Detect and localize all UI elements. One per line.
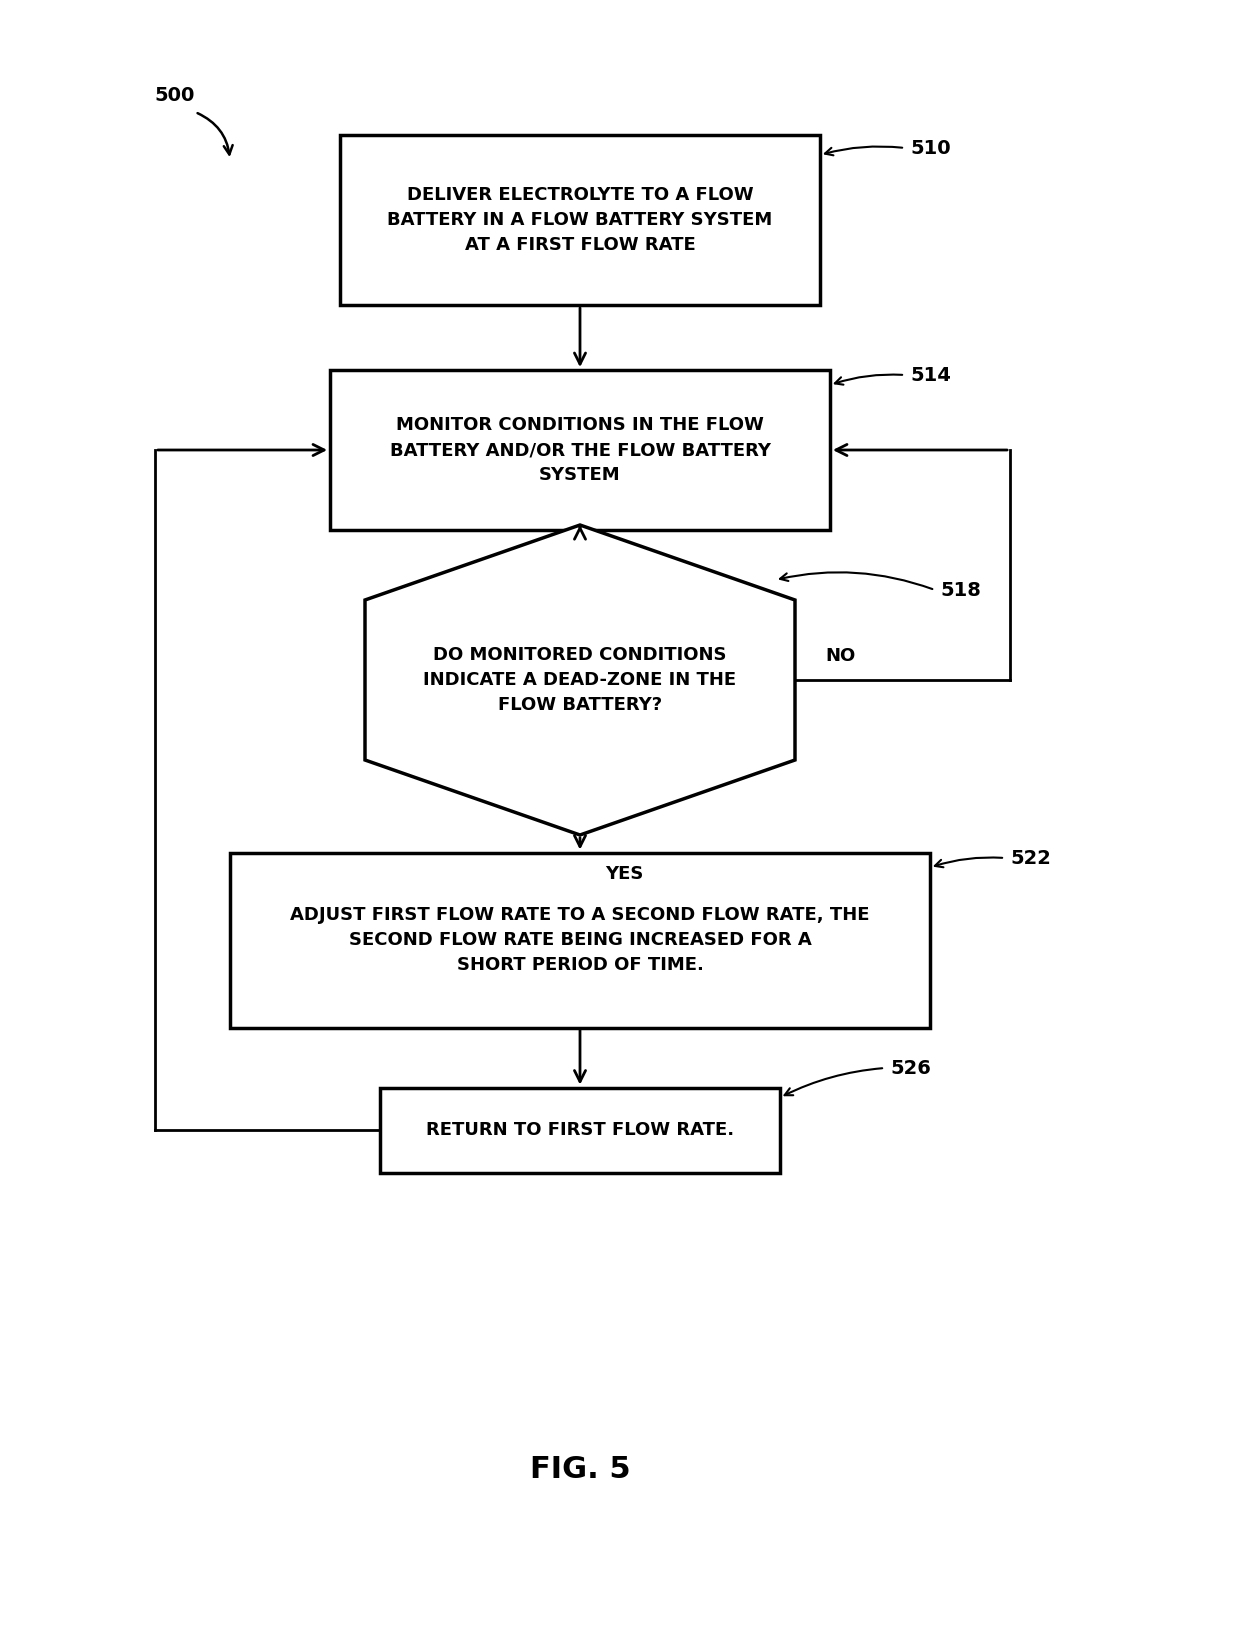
Text: YES: YES: [605, 866, 644, 883]
Text: 522: 522: [1011, 849, 1050, 867]
Text: MONITOR CONDITIONS IN THE FLOW
BATTERY AND/OR THE FLOW BATTERY
SYSTEM: MONITOR CONDITIONS IN THE FLOW BATTERY A…: [389, 417, 770, 483]
Bar: [330, 369, 830, 530]
Bar: [340, 135, 820, 304]
Text: ADJUST FIRST FLOW RATE TO A SECOND FLOW RATE, THE
SECOND FLOW RATE BEING INCREAS: ADJUST FIRST FLOW RATE TO A SECOND FLOW …: [290, 906, 869, 975]
Text: 514: 514: [910, 366, 951, 384]
Text: DELIVER ELECTROLYTE TO A FLOW
BATTERY IN A FLOW BATTERY SYSTEM
AT A FIRST FLOW R: DELIVER ELECTROLYTE TO A FLOW BATTERY IN…: [387, 185, 773, 254]
Text: 500: 500: [155, 86, 195, 104]
Text: FIG. 5: FIG. 5: [529, 1456, 630, 1484]
Text: 518: 518: [940, 581, 981, 599]
Text: 526: 526: [890, 1059, 931, 1077]
Text: NO: NO: [825, 648, 856, 665]
Bar: [229, 853, 930, 1028]
Polygon shape: [365, 526, 795, 835]
Bar: [379, 1087, 780, 1173]
Text: DO MONITORED CONDITIONS
INDICATE A DEAD-ZONE IN THE
FLOW BATTERY?: DO MONITORED CONDITIONS INDICATE A DEAD-…: [423, 646, 737, 714]
Text: 510: 510: [910, 138, 951, 158]
Text: RETURN TO FIRST FLOW RATE.: RETURN TO FIRST FLOW RATE.: [425, 1121, 734, 1139]
